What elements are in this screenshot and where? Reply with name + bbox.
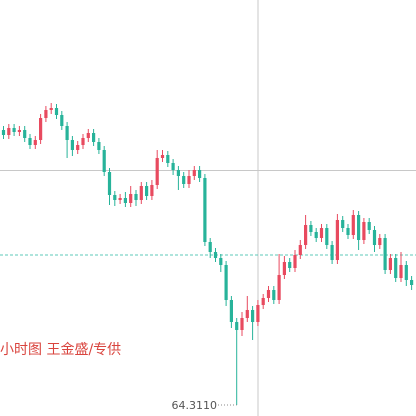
candle-body	[293, 255, 297, 268]
candle-body	[145, 186, 149, 196]
candle-body	[44, 110, 48, 118]
candle-body	[383, 238, 387, 270]
candle-body	[394, 258, 398, 278]
candle-body	[155, 158, 159, 185]
candle-body	[213, 252, 218, 258]
candle-body	[277, 275, 281, 300]
candle-body	[388, 258, 392, 270]
candle-body	[372, 230, 377, 245]
candle-body	[12, 128, 16, 132]
candle-body	[219, 258, 223, 265]
candle-body	[23, 130, 27, 138]
candle-body	[404, 265, 408, 280]
candle-body	[378, 238, 382, 245]
candle-body	[208, 242, 212, 252]
candle-body	[97, 142, 101, 150]
candle-body	[76, 145, 80, 150]
low-annotation: 64.3110	[172, 399, 218, 412]
candle-body	[129, 194, 133, 203]
candle-body	[182, 176, 186, 184]
candle-body	[60, 115, 64, 126]
candle-body	[362, 222, 366, 240]
candle-body	[288, 262, 292, 268]
candle-body	[49, 108, 53, 110]
candle-body	[229, 300, 233, 322]
candle-body	[102, 150, 106, 172]
candle-body	[113, 195, 117, 200]
candle-body	[240, 318, 244, 330]
candle-body	[33, 140, 37, 145]
candle-body	[282, 262, 286, 275]
candle-body	[245, 310, 249, 318]
candle-body	[123, 198, 127, 203]
candle-body	[399, 265, 403, 278]
candle-body	[198, 170, 202, 178]
candle-body	[65, 126, 69, 140]
candle-body	[266, 290, 271, 298]
candle-body	[150, 185, 154, 196]
candle-body	[160, 155, 165, 158]
candle-body	[367, 222, 371, 230]
candle-body	[319, 228, 324, 238]
candle-body	[410, 280, 414, 285]
candle-body	[330, 245, 334, 260]
candle-body	[341, 220, 345, 228]
candle-body	[86, 133, 90, 138]
candle-body	[346, 228, 350, 235]
candle-body	[107, 172, 112, 195]
candle-body	[261, 298, 265, 305]
candle-body	[251, 310, 255, 322]
candle-body	[256, 305, 260, 322]
candle-body	[192, 170, 196, 176]
candle-body	[335, 220, 339, 260]
candle-body	[304, 225, 308, 245]
candle-body	[176, 170, 180, 176]
candle-body	[1, 130, 6, 135]
candle-body	[325, 228, 329, 245]
candle-body	[166, 155, 170, 163]
candle-body	[235, 322, 239, 330]
candle-body	[351, 215, 355, 235]
candle-body	[272, 290, 276, 300]
candle-body	[81, 138, 85, 145]
candle-body	[224, 265, 228, 300]
candle-body	[298, 245, 302, 255]
candle-body	[139, 186, 143, 200]
candle-body	[7, 128, 11, 135]
candle-body	[171, 163, 175, 170]
candle-body	[28, 138, 32, 145]
candle-body	[54, 108, 59, 115]
candle-body	[92, 133, 96, 142]
candle-body	[203, 178, 207, 242]
candle-body	[309, 225, 313, 232]
candle-body	[134, 194, 138, 200]
candle-body	[70, 140, 74, 150]
watermark: 小时图 王金盛/专供	[0, 342, 121, 358]
candle-body	[187, 176, 191, 184]
candle-body	[118, 198, 122, 200]
candle-body	[39, 118, 43, 140]
candle-body	[314, 232, 318, 238]
candle-body	[17, 130, 21, 132]
candle-body	[357, 215, 361, 240]
